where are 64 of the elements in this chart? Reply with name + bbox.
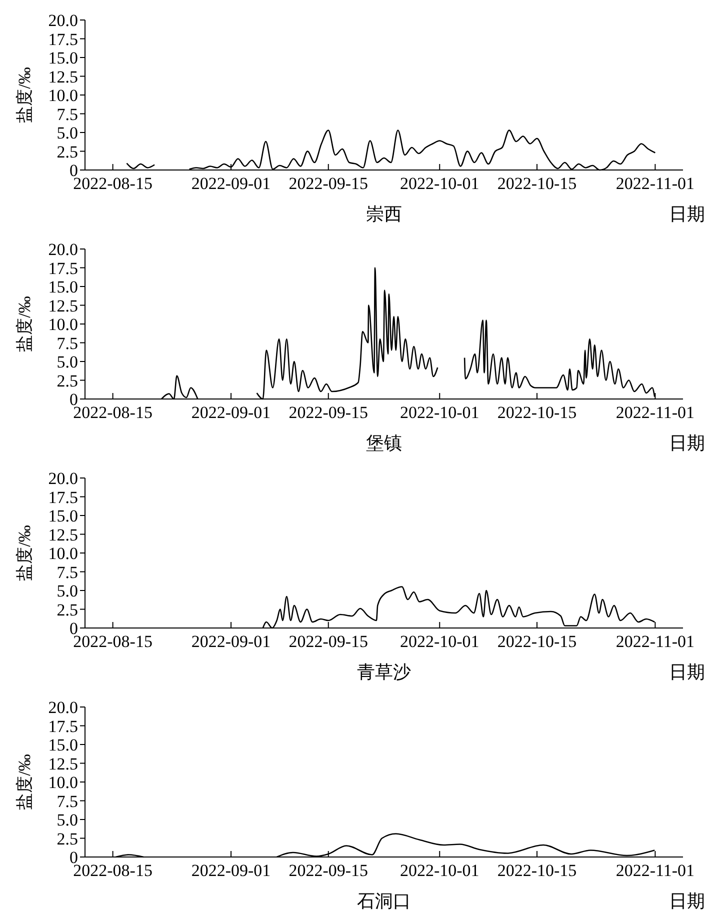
- y-tick-label: 5.0: [56, 124, 78, 142]
- y-tick-label: 17.5: [48, 716, 78, 736]
- x-axis-title: 日期: [669, 891, 705, 911]
- y-axis-title: 盐度/‰: [15, 296, 34, 352]
- x-tick-label: 2022-09-01: [191, 861, 271, 880]
- y-tick-label: 10.0: [48, 86, 78, 105]
- y-axis-title: 盐度/‰: [15, 754, 34, 810]
- y-tick-label: 10.0: [48, 773, 78, 792]
- y-tick-label: 17.5: [48, 258, 78, 278]
- text: 崇西: [366, 204, 402, 224]
- text: 堡镇: [366, 433, 402, 453]
- x-tick-label: 2022-11-01: [616, 632, 695, 651]
- y-tick-label: 7.5: [56, 562, 78, 582]
- y-tick-label: 2.5: [56, 371, 78, 390]
- y-tick-label: 17.5: [48, 30, 78, 49]
- text: 石洞口: [357, 891, 411, 911]
- x-tick-label: 2022-10-01: [400, 174, 480, 193]
- y-tick-label: 15.0: [48, 506, 78, 526]
- x-tick-label: 2022-10-15: [497, 861, 577, 880]
- x-tick-label: 2022-09-15: [288, 632, 368, 651]
- y-tick-label: 2.5: [56, 600, 78, 620]
- x-tick-label: 2022-10-01: [400, 632, 480, 651]
- x-tick-label: 2022-11-01: [616, 861, 695, 880]
- y-tick-label: 5.0: [56, 810, 78, 830]
- x-axis-title: 日期: [669, 204, 705, 224]
- x-tick-label: 2022-10-15: [497, 632, 577, 651]
- x-tick-label: 2022-09-01: [191, 632, 271, 651]
- y-tick-label: 15.0: [48, 48, 78, 68]
- y-tick-label: 2.5: [56, 829, 78, 848]
- y-tick-label: 2.5: [56, 142, 78, 162]
- x-axis-title: 日期: [669, 433, 705, 453]
- x-tick-label: 2022-10-01: [400, 861, 480, 880]
- y-tick-label: 12.5: [48, 754, 78, 774]
- x-tick-label: 2022-11-01: [616, 403, 695, 422]
- y-tick-label: 20.0: [48, 240, 78, 259]
- y-tick-label: 5.0: [56, 582, 78, 600]
- text: 青草沙: [357, 662, 411, 682]
- y-axis-title: 盐度/‰: [15, 525, 34, 581]
- y-tick-label: 15.0: [48, 278, 78, 296]
- y-tick-label: 20.0: [48, 11, 78, 30]
- y-tick-label: 7.5: [56, 334, 78, 353]
- x-tick-label: 2022-10-15: [497, 174, 577, 193]
- y-tick-label: 10.0: [48, 544, 78, 563]
- y-tick-label: 10.0: [48, 315, 78, 334]
- x-tick-label: 2022-09-15: [288, 174, 368, 193]
- y-tick-label: 12.5: [48, 525, 78, 544]
- y-tick-label: 12.5: [48, 296, 78, 316]
- y-tick-label: 5.0: [56, 352, 78, 372]
- y-tick-label: 20.0: [48, 698, 78, 717]
- x-tick-label: 2022-09-01: [191, 174, 271, 193]
- y-tick-label: 17.5: [48, 488, 78, 507]
- y-tick-label: 15.0: [48, 736, 78, 754]
- y-tick-label: 7.5: [56, 104, 78, 124]
- y-tick-label: 12.5: [48, 67, 78, 86]
- x-tick-label: 2022-10-15: [497, 403, 577, 422]
- y-tick-label: 7.5: [56, 792, 78, 811]
- x-tick-label: 2022-09-15: [288, 403, 368, 422]
- y-axis-title: 盐度/‰: [15, 67, 34, 123]
- x-axis-title: 日期: [669, 662, 705, 682]
- y-tick-label: 20.0: [48, 469, 78, 488]
- x-tick-label: 2022-11-01: [616, 174, 695, 193]
- x-tick-label: 2022-10-01: [400, 403, 480, 422]
- x-tick-label: 2022-09-15: [288, 861, 368, 880]
- x-tick-label: 2022-09-01: [191, 403, 271, 422]
